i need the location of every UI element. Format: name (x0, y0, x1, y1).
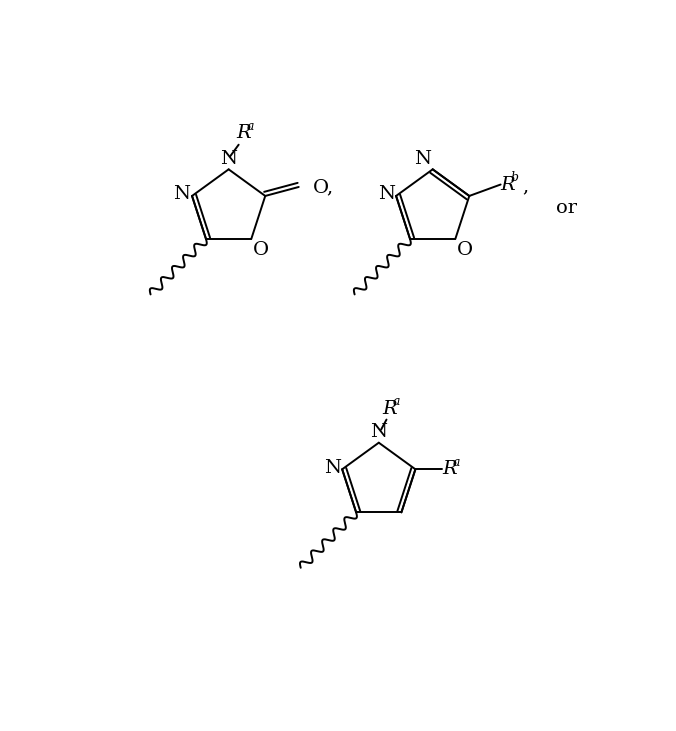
Text: N: N (377, 186, 395, 203)
Text: a: a (452, 456, 460, 469)
Text: O: O (457, 240, 473, 259)
Text: or: or (556, 199, 577, 217)
Text: O,: O, (312, 178, 334, 196)
Text: R: R (383, 400, 397, 418)
Text: N: N (414, 150, 431, 168)
Text: N: N (324, 459, 341, 477)
Text: R: R (501, 175, 515, 194)
Text: a: a (393, 395, 400, 409)
Text: N: N (220, 150, 237, 168)
Text: N: N (370, 423, 387, 441)
Text: b: b (510, 171, 518, 184)
Text: ,: , (522, 177, 528, 195)
Text: O: O (253, 240, 269, 259)
Text: R: R (442, 461, 457, 478)
Text: N: N (174, 186, 191, 203)
Text: a: a (246, 120, 254, 133)
Text: R: R (237, 124, 251, 142)
